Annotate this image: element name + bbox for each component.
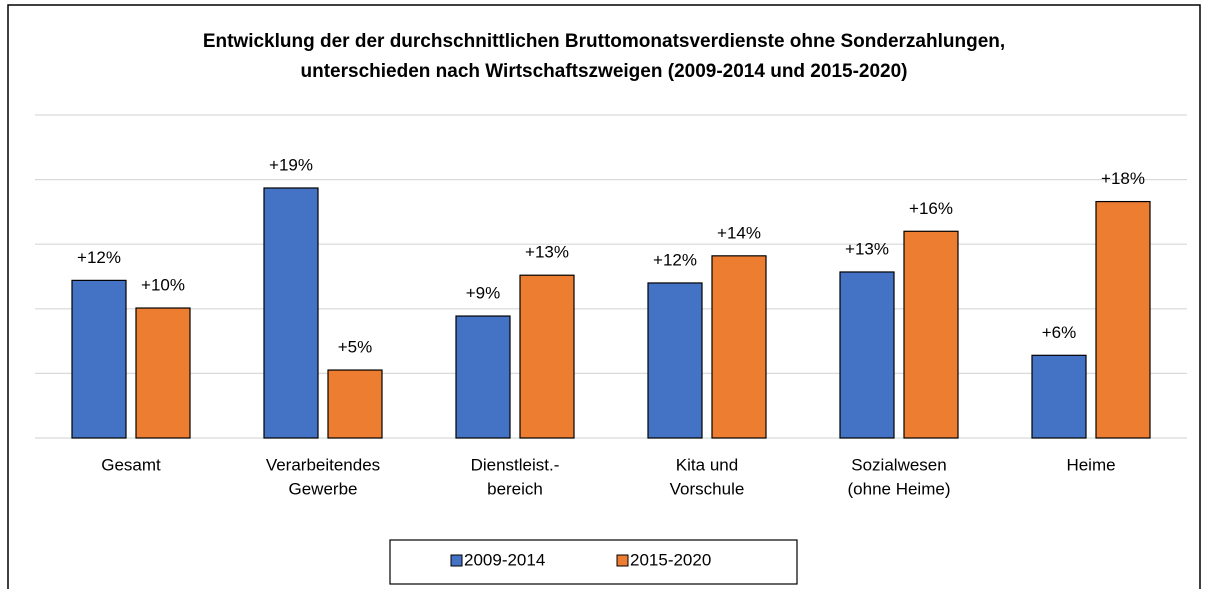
data-label: +6% xyxy=(1042,323,1077,342)
x-tick-label: Gesamt xyxy=(101,455,161,474)
x-tick-label: Vorschule xyxy=(670,479,745,498)
x-tick-label: Dienstleist.- xyxy=(471,455,560,474)
bar xyxy=(71,279,127,439)
bar xyxy=(711,255,767,439)
chart-title: unterschieden nach Wirtschaftszweigen (2… xyxy=(301,61,908,82)
data-label: +5% xyxy=(338,338,373,357)
x-tick-label: Gewerbe xyxy=(289,479,358,498)
legend-label: 2009-2014 xyxy=(464,550,545,569)
bar xyxy=(455,315,511,439)
legend-swatch xyxy=(616,554,629,567)
bar xyxy=(1095,200,1151,439)
bar xyxy=(839,271,895,439)
data-label: +12% xyxy=(653,250,697,269)
legend-swatch xyxy=(450,554,463,567)
bar xyxy=(135,307,191,439)
bar xyxy=(647,282,703,439)
legend-label: 2015-2020 xyxy=(630,550,711,569)
bar xyxy=(263,187,319,439)
x-tick-label: bereich xyxy=(487,479,543,498)
data-label: +19% xyxy=(269,155,313,174)
x-tick-label: (ohne Heime) xyxy=(848,479,951,498)
x-tick-label: Sozialwesen xyxy=(851,455,946,474)
data-label: +13% xyxy=(525,243,569,262)
bar xyxy=(327,369,383,439)
data-label: +13% xyxy=(845,239,889,258)
bar xyxy=(519,274,575,439)
bar xyxy=(903,230,959,439)
data-label: +16% xyxy=(909,199,953,218)
x-tick-label: Verarbeitendes xyxy=(266,455,380,474)
chart-title: Entwicklung der der durchschnittlichen B… xyxy=(203,31,1005,52)
data-label: +14% xyxy=(717,223,761,242)
chart-frame xyxy=(7,4,1201,589)
x-tick-label: Heime xyxy=(1066,455,1115,474)
data-label: +18% xyxy=(1101,169,1145,188)
x-tick-label: Kita und xyxy=(676,455,738,474)
bar xyxy=(1031,354,1087,439)
data-label: +12% xyxy=(77,248,121,267)
data-label: +9% xyxy=(466,284,501,303)
data-label: +10% xyxy=(141,276,185,295)
